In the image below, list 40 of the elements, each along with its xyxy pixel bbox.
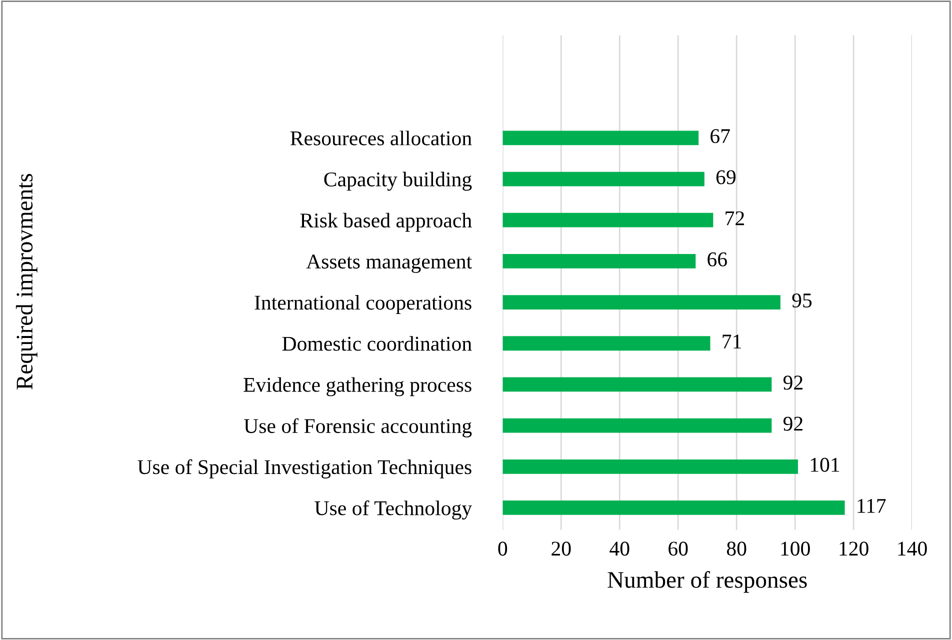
bar [502, 130, 699, 146]
y-axis-title: Required improvments [16, 174, 38, 390]
x-tick-label: 0 [498, 542, 508, 556]
x-tick-label: 80 [726, 542, 746, 556]
x-tick-label: 20 [552, 542, 571, 556]
data-label: 92 [783, 416, 802, 431]
y-tick-label: Domestic coordination [282, 336, 472, 351]
y-tick-label: Capacity building [324, 172, 472, 191]
data-label: 72 [726, 211, 744, 226]
x-tick-label: 60 [668, 542, 688, 556]
bar [502, 418, 772, 433]
data-label: 71 [722, 334, 741, 348]
y-tick-label: International cooperations [254, 295, 472, 314]
y-tick-label: Assets management [306, 254, 472, 273]
y-tick-label: Risk based approach [300, 212, 472, 232]
bar [502, 212, 714, 228]
bar [502, 336, 710, 351]
bar [502, 295, 780, 310]
y-tick-label: Resoureces allocation [290, 130, 472, 146]
bar [502, 172, 704, 186]
x-axis-title: Number of responses [608, 571, 807, 593]
x-tick-label: 140 [898, 542, 927, 556]
data-label: 95 [792, 293, 812, 308]
data-label: 101 [810, 458, 840, 472]
bar [502, 459, 798, 474]
data-label: 92 [783, 376, 802, 390]
y-tick-label: Use of Technology [314, 500, 472, 520]
data-label: 66 [708, 252, 727, 266]
data-label: 69 [716, 170, 736, 184]
bar [502, 254, 696, 268]
y-tick-label: Use of Special Investigation Techniques [138, 459, 472, 478]
bar [502, 500, 845, 515]
y-tick-label: Use of Forensic accounting [244, 418, 472, 438]
x-tick-label: 100 [781, 542, 810, 556]
bar [502, 377, 772, 392]
data-label: 67 [710, 129, 730, 144]
data-label: 117 [858, 498, 886, 513]
x-tick-label: 40 [610, 542, 630, 556]
x-tick-label: 120 [840, 542, 868, 556]
y-tick-label: Evidence gathering process [244, 377, 472, 396]
